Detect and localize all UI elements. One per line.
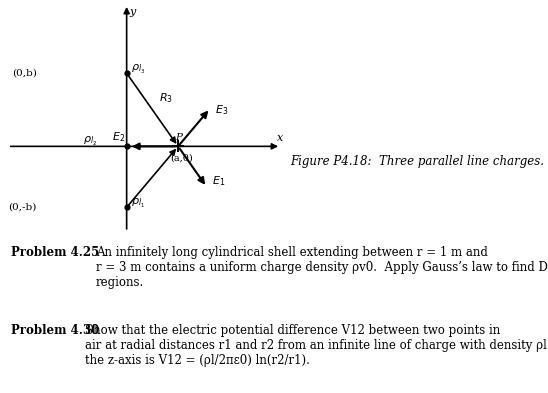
- Text: P: P: [175, 133, 182, 142]
- Text: $\rho_{l_2}$: $\rho_{l_2}$: [83, 135, 97, 148]
- Text: $E_2$: $E_2$: [112, 130, 125, 144]
- Text: $E_3$: $E_3$: [215, 103, 229, 117]
- Text: x: x: [277, 133, 283, 143]
- Text: $\rho_{l_3}$: $\rho_{l_3}$: [132, 63, 146, 76]
- Text: Problem 4.25: Problem 4.25: [11, 246, 99, 259]
- Text: $R_3$: $R_3$: [159, 92, 173, 105]
- Text: $\rho_{l_1}$: $\rho_{l_1}$: [132, 197, 146, 210]
- Text: (a,0): (a,0): [170, 154, 193, 163]
- Text: Show that the electric potential difference V12 between two points in
air at rad: Show that the electric potential differe…: [85, 324, 548, 367]
- Text: (0,b): (0,b): [12, 69, 37, 78]
- Text: $E_1$: $E_1$: [212, 174, 225, 188]
- Text: (0,-b): (0,-b): [8, 203, 36, 212]
- Text: Problem 4.30: Problem 4.30: [11, 324, 99, 337]
- Text: Figure P4.18:  Three parallel line charges.: Figure P4.18: Three parallel line charge…: [290, 154, 545, 168]
- Text: y: y: [130, 7, 136, 17]
- Text: An infinitely long cylindrical shell extending between r = 1 m and
r = 3 m conta: An infinitely long cylindrical shell ext…: [96, 246, 548, 288]
